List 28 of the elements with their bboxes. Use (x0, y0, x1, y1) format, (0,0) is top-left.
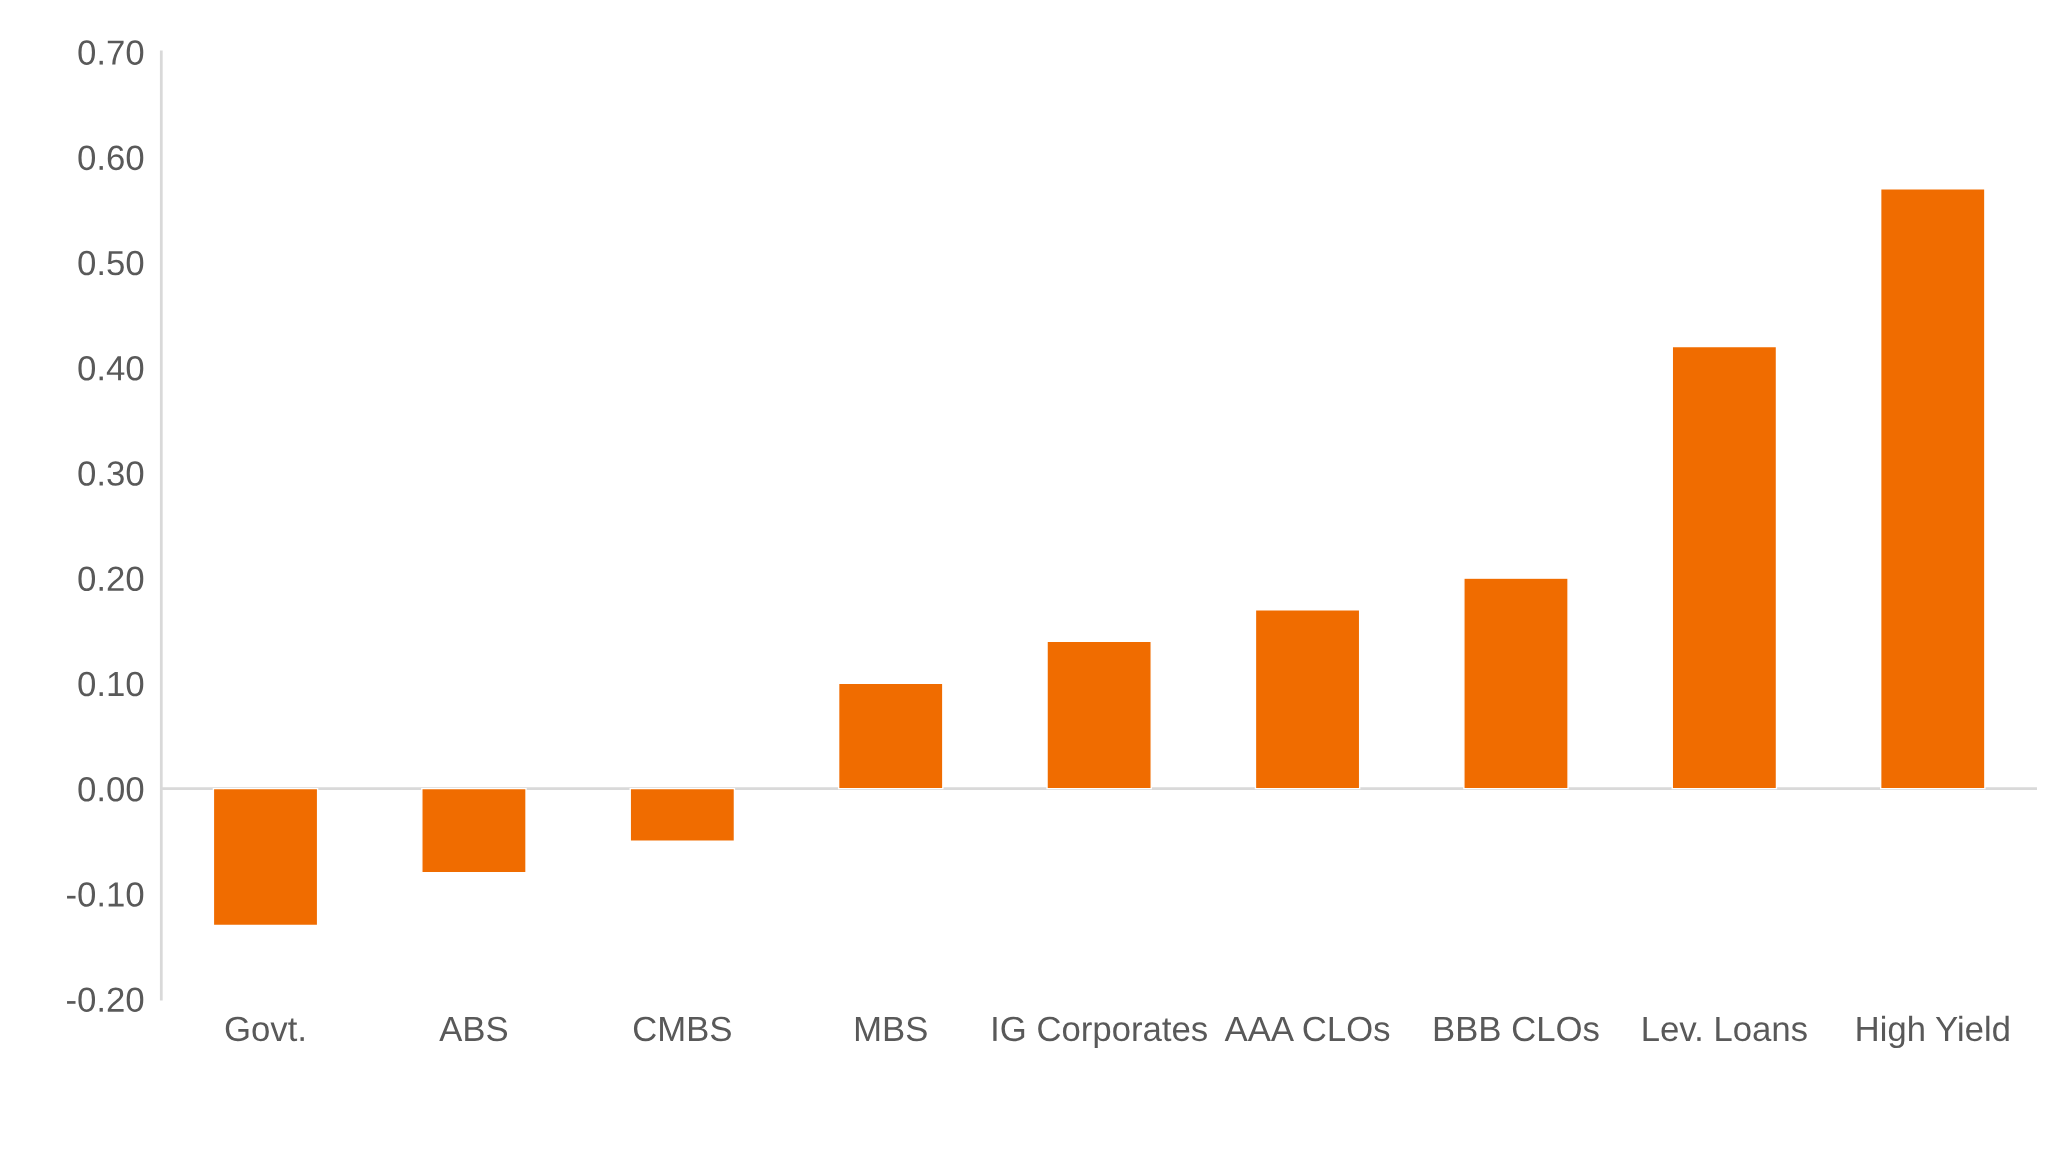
bar (1046, 640, 1152, 790)
bar (1671, 345, 1778, 790)
y-tick-label: 0.20 (78, 566, 144, 592)
y-tick-label: -0.10 (67, 882, 144, 907)
bar (1879, 188, 1986, 790)
x-tick-label: Govt. (225, 1016, 304, 1042)
x-tick-label: CMBS (633, 1016, 731, 1042)
x-tick-label: BBB CLOs (1434, 1016, 1599, 1042)
y-tick-label: 0.40 (78, 356, 144, 381)
y-tick-label: 0.70 (78, 40, 144, 65)
bar (837, 682, 944, 790)
y-tick-label: 0.60 (78, 145, 144, 171)
bar (421, 787, 527, 874)
y-tick-label: 0.10 (78, 671, 144, 697)
x-tick-label: MBS (855, 1016, 927, 1042)
y-tick-label: -0.20 (67, 987, 144, 1012)
x-tick-label: Lev. Loans (1643, 1017, 1807, 1042)
y-tick-label: 0.00 (78, 776, 144, 802)
x-tick-label: High Yield (1857, 1015, 2009, 1049)
bar (1463, 577, 1569, 790)
bar (1254, 609, 1361, 790)
bar (212, 787, 319, 927)
x-tick-label: ABS (439, 1016, 508, 1042)
y-tick-label: 0.30 (78, 461, 144, 486)
x-tick-label: AAA CLOs (1224, 1016, 1390, 1042)
bar (629, 787, 736, 842)
y-tick-label: 0.50 (78, 250, 144, 276)
x-tick-label: IG Corporates (993, 1016, 1207, 1049)
